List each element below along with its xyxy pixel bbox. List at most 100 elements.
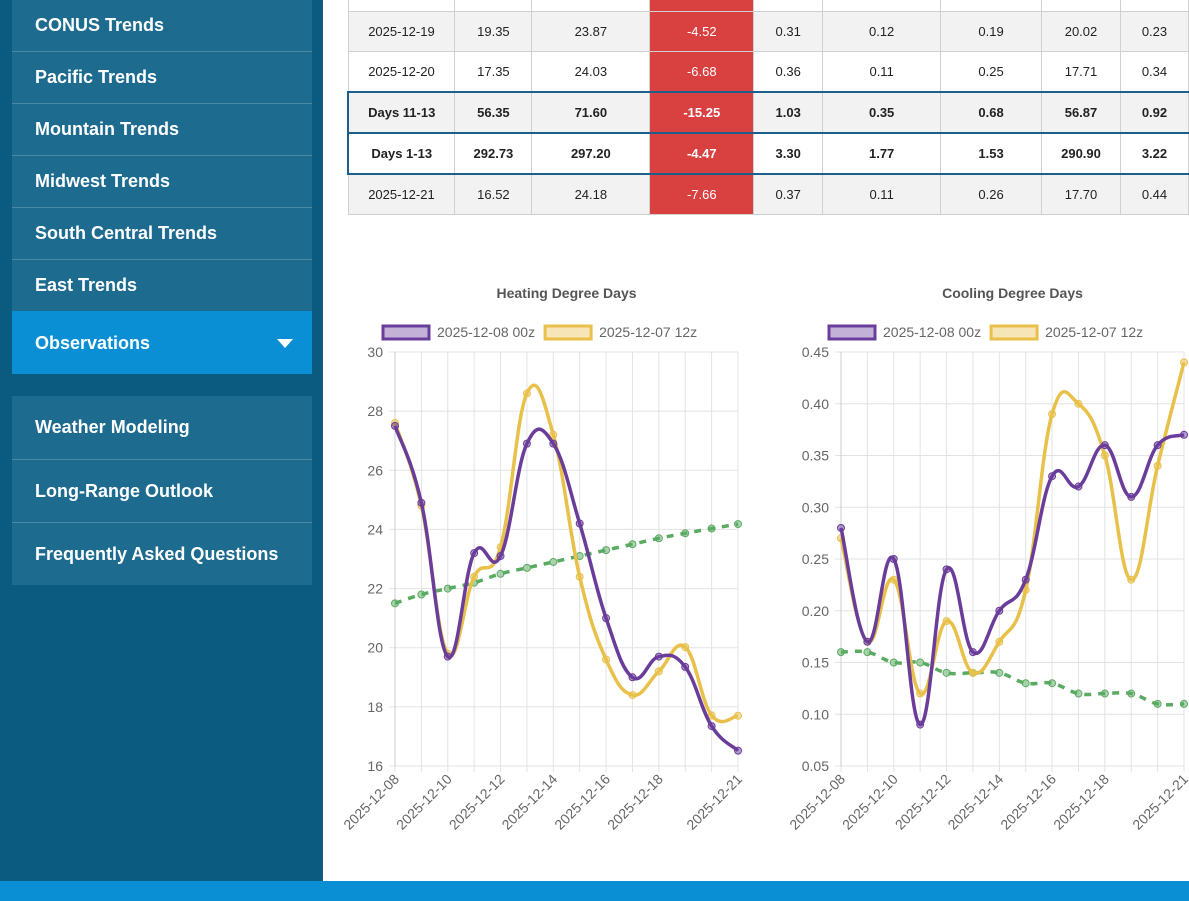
table-cell: 297.20 — [531, 132, 651, 175]
table-cell: 0.23 — [1119, 11, 1189, 52]
table-cell: 0.31 — [753, 11, 824, 52]
nav-item[interactable]: East Trends — [12, 259, 312, 311]
charts: Heating Degree Days 2025-12-08 00z 2025-12… — [340, 285, 1189, 833]
nav-item[interactable]: South Central Trends — [12, 207, 312, 259]
point — [889, 575, 898, 584]
table-cell: 23.87 — [531, 11, 651, 52]
point — [889, 658, 898, 667]
point — [1180, 699, 1188, 708]
point — [1127, 689, 1136, 698]
y-tick-label: 0.10 — [802, 706, 829, 722]
table-cell: 3.22 — [1119, 132, 1189, 175]
table-cell: 17.70 — [1041, 173, 1121, 215]
point — [734, 520, 742, 529]
y-tick-label: 0.05 — [802, 758, 829, 774]
x-tick-label: 2025-12-12 — [892, 771, 954, 833]
y-tick-label: 24 — [367, 521, 383, 537]
point — [496, 552, 505, 561]
point — [942, 668, 951, 677]
point — [654, 652, 663, 661]
nav-item[interactable]: CONUS Trends — [12, 0, 312, 51]
nav-item[interactable]: Mountain Trends — [12, 103, 312, 155]
table-cell: 24.03 — [531, 51, 651, 93]
nav-item[interactable]: Pacific Trends — [12, 51, 312, 103]
y-tick-label: 0.30 — [802, 499, 829, 515]
table-cell: Days 1-13 — [347, 132, 456, 175]
point — [995, 668, 1004, 677]
table-cell: 0.19 — [940, 11, 1043, 52]
table-cell: 0.12 — [822, 11, 942, 52]
y-tick-label: 16 — [367, 758, 383, 774]
legend-label: 2025-12-07 12z — [599, 324, 697, 340]
x-tick-label: 2025-12-16 — [551, 771, 613, 833]
point — [1021, 575, 1030, 584]
nav-item[interactable]: Frequently Asked Questions — [12, 522, 312, 585]
x-tick-label: 2025-12-14 — [498, 771, 560, 833]
point — [1127, 492, 1136, 501]
chart-title: Heating Degree Days — [496, 285, 636, 301]
point — [1127, 575, 1136, 584]
point — [522, 563, 531, 572]
point — [522, 439, 531, 448]
legend-swatch — [827, 324, 877, 341]
point — [602, 546, 611, 555]
point — [968, 648, 977, 657]
table-cell: 17.35 — [454, 51, 533, 93]
point — [575, 519, 584, 528]
point — [1048, 472, 1057, 481]
point — [443, 584, 452, 593]
table-cell: 24.18 — [531, 173, 651, 215]
x-tick-label: 2025-12-16 — [997, 771, 1059, 833]
point — [1153, 699, 1162, 708]
point — [889, 555, 898, 563]
legend-swatch — [381, 324, 431, 341]
point — [1021, 679, 1030, 688]
table-cell: 2025-12-19 — [347, 11, 456, 52]
table-cell: Days 11-13 — [347, 91, 456, 134]
nav-item[interactable]: Observations — [12, 311, 312, 374]
nav-item[interactable]: Long-Range Outlook — [12, 459, 312, 522]
table-cell: 0.11 — [822, 173, 942, 215]
point — [942, 565, 951, 574]
point — [1100, 441, 1109, 450]
x-tick-label: 2025-12-08 — [340, 771, 402, 833]
table-cell: 0.68 — [940, 91, 1043, 134]
table-cell: 56.35 — [454, 91, 533, 134]
legend-swatch — [989, 324, 1039, 341]
x-tick-label: 2025-12-18 — [1050, 771, 1112, 833]
table-cell: 19.35 — [454, 11, 533, 52]
chart-title: Cooling Degree Days — [942, 285, 1083, 301]
y-tick-label: 26 — [367, 462, 383, 478]
footer-bar — [0, 881, 1189, 901]
table-row: 2025-12-21 16.52 24.18 -7.66 0.37 0.11 0.26 17.… — [347, 173, 1189, 215]
table-row: 2025-12-20 17.35 24.03 -6.68 0.36 0.11 0.25 17.… — [347, 51, 1189, 93]
point — [417, 590, 426, 599]
point — [654, 534, 663, 543]
table-cell: -6.68 — [649, 51, 755, 93]
x-tick-label: 2025-12-10 — [393, 771, 455, 833]
y-tick-label: 0.20 — [802, 603, 829, 619]
table-cell: -15.25 — [649, 91, 755, 134]
point — [837, 523, 845, 532]
point — [863, 637, 872, 646]
table-cell: 17.71 — [1041, 51, 1121, 93]
point — [1048, 679, 1057, 688]
point — [1100, 451, 1109, 460]
point — [916, 720, 925, 729]
nav-item[interactable]: Weather Modeling — [12, 396, 312, 459]
point — [1074, 399, 1083, 408]
point — [628, 673, 637, 682]
point — [1180, 430, 1188, 439]
point — [707, 524, 716, 533]
nav-item[interactable]: Midwest Trends — [12, 155, 312, 207]
point — [470, 572, 479, 581]
x-tick-label: 2025-12-08 — [786, 771, 848, 833]
point — [1074, 689, 1083, 698]
x-tick-label: 2025-12-14 — [944, 771, 1006, 833]
point — [707, 722, 716, 731]
point — [863, 648, 872, 657]
table-cell: 290.90 — [1041, 132, 1121, 175]
x-tick-label: 2025-12-10 — [839, 771, 901, 833]
point — [1153, 461, 1162, 470]
